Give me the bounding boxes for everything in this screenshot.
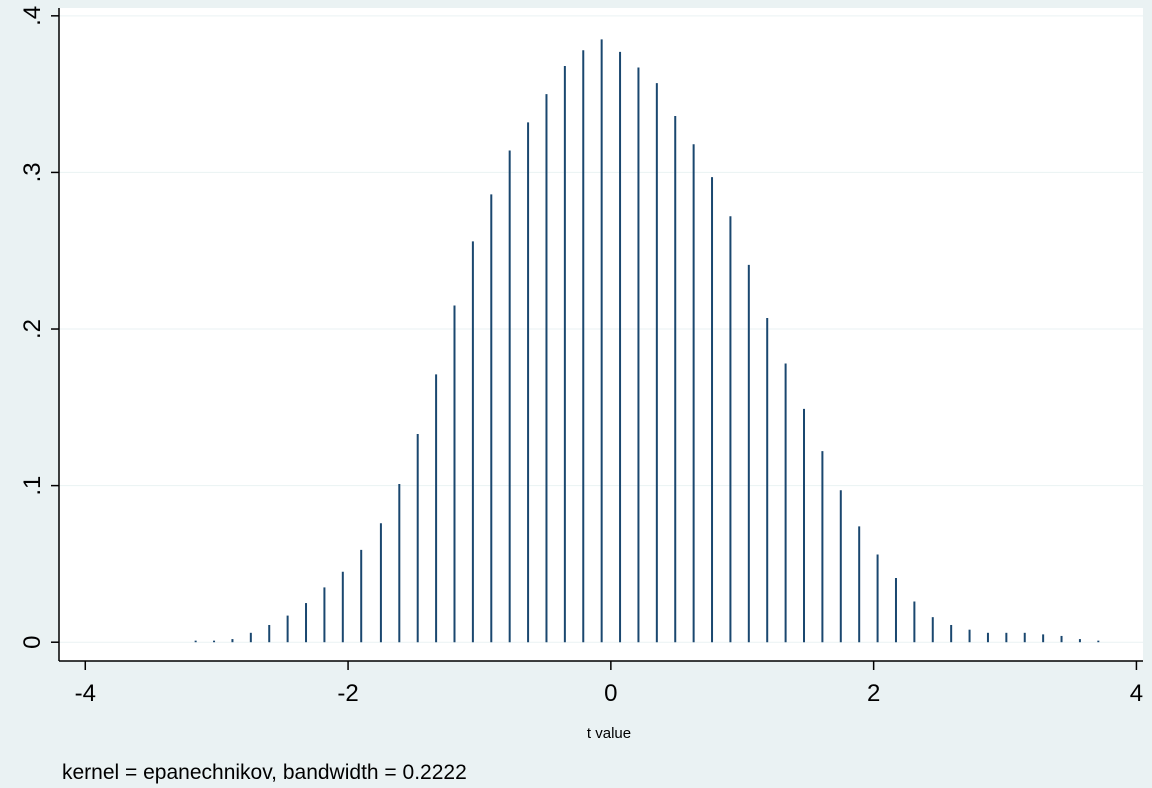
x-tick-label-4: 4: [1130, 680, 1143, 707]
x-tick-label-3: 2: [867, 680, 880, 707]
spike-series: [194, 39, 1100, 643]
y-tick-label-0: 0: [19, 636, 46, 649]
x-tick-label-1: -2: [337, 680, 358, 707]
x-axis-label: t value: [587, 725, 631, 742]
y-tick-label-4: .4: [19, 6, 46, 26]
y-tick-label-3: .3: [19, 162, 46, 182]
x-axis-ticks: -4 -2 0 2 4: [75, 661, 1143, 707]
x-tick-label-0: -4: [75, 680, 96, 707]
y-tick-label-2: .2: [19, 319, 46, 339]
x-tick-label-2: 0: [604, 680, 617, 707]
y-axis-ticks: 0 .1 .2 .3 .4: [19, 6, 59, 649]
chart-note: kernel = epanechnikov, bandwidth = 0.222…: [62, 761, 467, 784]
y-tick-label-1: .1: [19, 476, 46, 496]
